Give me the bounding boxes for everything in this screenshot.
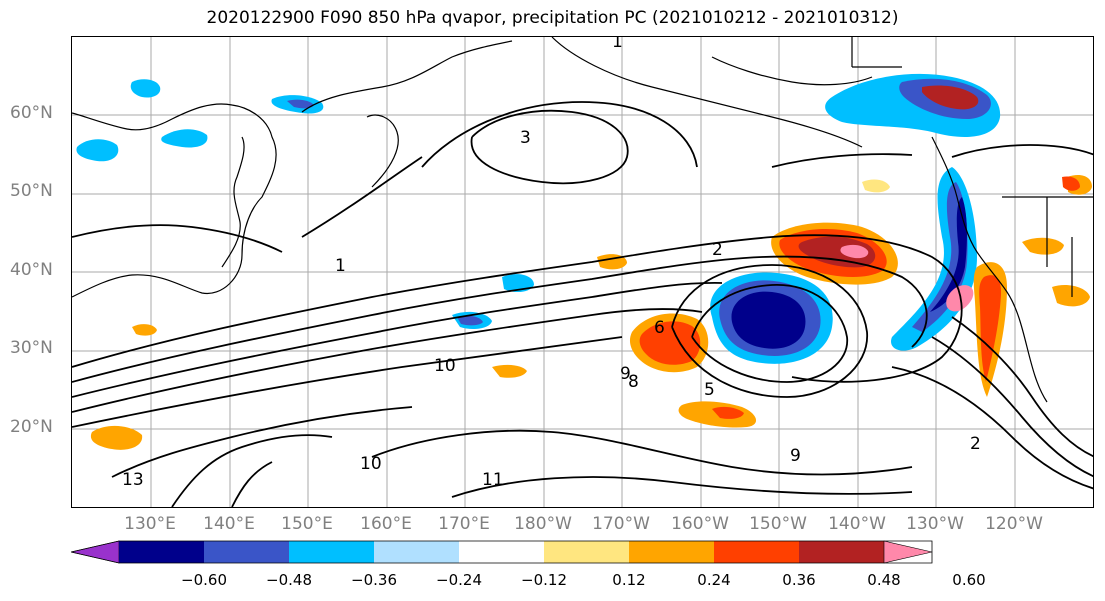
lat-label-40n: 40°N (10, 260, 53, 280)
lon-label-150e: 150°E (281, 514, 333, 534)
contour-label: 2 (970, 434, 981, 454)
lon-label-120w: 120°W (985, 514, 1043, 534)
colorbar-tick-label: 0.48 (867, 571, 901, 589)
qvapor-contours (72, 101, 1093, 507)
lat-label-50n: 50°N (10, 181, 53, 201)
colorbar-tick-label: 0.60 (952, 571, 986, 589)
contour-label: 9 (620, 364, 631, 384)
lon-label-140w: 140°W (828, 514, 886, 534)
lon-label-130w: 130°W (906, 514, 964, 534)
lon-label-130e: 130°E (124, 514, 176, 534)
colorbar-segment (289, 541, 374, 563)
lat-label-30n: 30°N (10, 338, 53, 358)
contour-label: 9 (790, 446, 801, 466)
contour-label: 3 (520, 128, 531, 148)
colorbar-segment (459, 541, 544, 563)
colorbar-tick-label: 0.24 (697, 571, 731, 589)
colorbar-tick-label: −0.24 (436, 571, 482, 589)
lon-label-180w: 180°W (514, 514, 572, 534)
contour-label: 5 (704, 380, 715, 400)
colorbar-tick-label: −0.36 (351, 571, 397, 589)
colorbar-tick-label: −0.60 (181, 571, 227, 589)
colorbar-segment (374, 541, 459, 563)
lat-label-20n: 20°N (10, 417, 53, 437)
colorbar (71, 540, 933, 564)
contour-label: 6 (654, 318, 665, 338)
contour-label: 13 (122, 470, 144, 490)
lon-label-160e: 160°E (360, 514, 412, 534)
colorbar-segment (544, 541, 629, 563)
colorbar-tick-label: −0.12 (521, 571, 567, 589)
colorbar-tick-label: 0.12 (612, 571, 646, 589)
contour-label: 10 (434, 356, 456, 376)
contour-label: 1 (612, 37, 623, 52)
lon-label-160w: 160°W (671, 514, 729, 534)
colorbar-tick-label: 0.36 (782, 571, 816, 589)
contour-label: 2 (712, 240, 723, 260)
lon-label-140e: 140°E (203, 514, 255, 534)
lon-label-170e: 170°E (438, 514, 490, 534)
colorbar-segment (204, 541, 289, 563)
map-svg: 1 3 2 9 10 8 5 2 13 10 11 9 6 1 (72, 37, 1093, 507)
colorbar-max-extend (883, 540, 933, 564)
contour-labels: 1 3 2 9 10 8 5 2 13 10 11 9 6 1 (122, 37, 981, 490)
colorbar-segment (629, 541, 714, 563)
lon-label-150w: 150°W (749, 514, 807, 534)
lat-label-60n: 60°N (10, 103, 53, 123)
colorbar-tick-label: −0.48 (266, 571, 312, 589)
colorbar-segment (714, 541, 799, 563)
colorbar-min-extend (71, 540, 120, 564)
colorbar-outline (71, 540, 933, 564)
contour-label: 8 (628, 372, 639, 392)
contour-label: 10 (360, 454, 382, 474)
map-title: 2020122900 F090 850 hPa qvapor, precipit… (206, 8, 899, 28)
contour-label: 11 (482, 470, 504, 490)
coastlines (72, 37, 1093, 403)
colorbar-segment (119, 541, 204, 563)
contour-label: 1 (335, 256, 346, 276)
colorbar-segment (799, 541, 884, 563)
lon-label-170w: 170°W (592, 514, 650, 534)
map-panel[interactable]: 1 3 2 9 10 8 5 2 13 10 11 9 6 1 (71, 36, 1094, 508)
